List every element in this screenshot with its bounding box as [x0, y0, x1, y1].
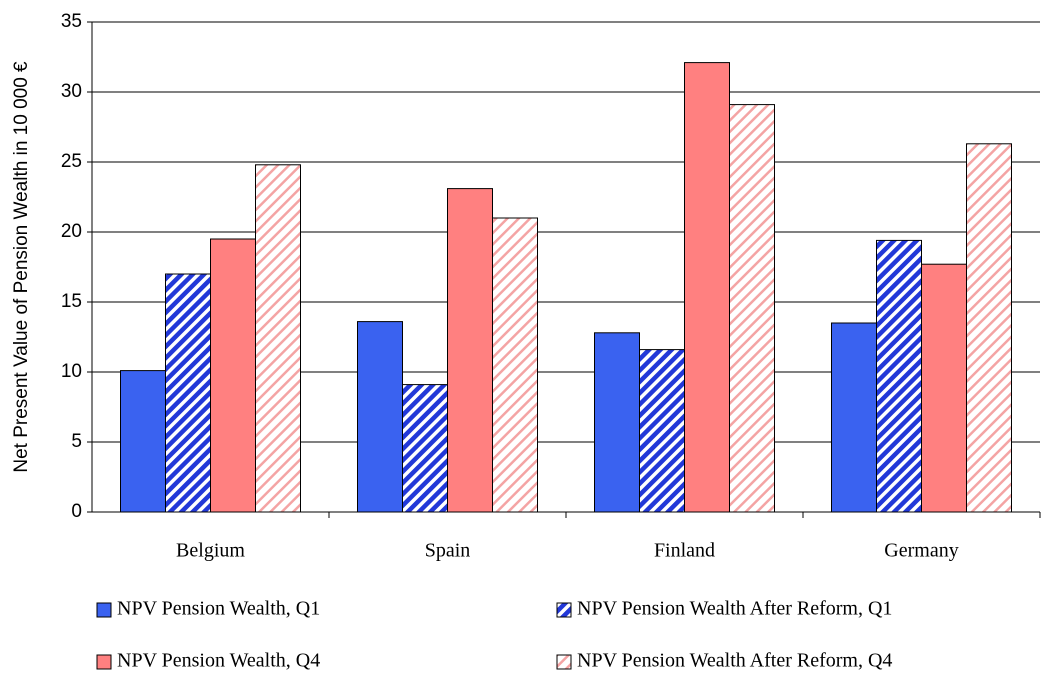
x-tick-label: Germany: [884, 540, 958, 562]
y-tick-label: 0: [71, 501, 82, 522]
bar: [402, 384, 448, 513]
legend-label: NPV Pension Wealth After Reform, Q1: [577, 598, 892, 620]
y-tick-label: 25: [61, 151, 82, 172]
x-tick-label: Belgium: [176, 540, 245, 562]
bar: [966, 143, 1012, 513]
y-tick-label: 15: [61, 291, 82, 312]
y-tick-label: 20: [61, 221, 82, 242]
legend-label: NPV Pension Wealth After Reform, Q4: [577, 650, 892, 672]
bar: [876, 239, 922, 513]
bar: [639, 349, 685, 513]
bar: [729, 104, 775, 513]
bar: [831, 322, 877, 513]
y-axis-title: Net Present Value of Pension Wealth in 1…: [11, 61, 32, 473]
bar: [447, 188, 493, 513]
legend-swatch: [96, 654, 112, 670]
bar: [921, 263, 967, 513]
bar: [165, 273, 211, 513]
x-tick-label: Finland: [654, 540, 715, 562]
y-tick-label: 10: [61, 361, 82, 382]
legend-swatch: [556, 654, 572, 670]
y-tick-label: 30: [61, 81, 82, 102]
legend-swatch: [556, 602, 572, 618]
bar: [684, 62, 730, 513]
x-tick-label: Spain: [425, 540, 471, 562]
y-tick-label: 35: [61, 11, 82, 32]
bar: [255, 164, 301, 513]
y-tick-label: 5: [71, 431, 82, 452]
legend-label: NPV Pension Wealth, Q4: [117, 650, 320, 672]
legend-label: NPV Pension Wealth, Q1: [117, 598, 320, 620]
bar: [210, 238, 256, 513]
bar: [120, 370, 166, 513]
bar: [594, 332, 640, 513]
legend-swatch: [96, 602, 112, 618]
bar: [492, 217, 538, 513]
bar: [357, 321, 403, 513]
